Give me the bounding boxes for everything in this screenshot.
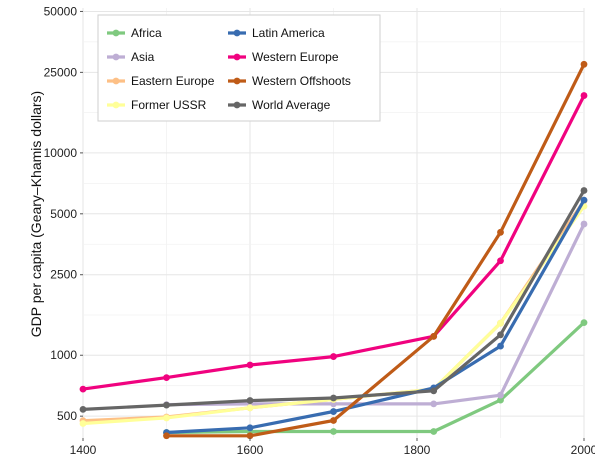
data-point-western-europe: [163, 374, 170, 382]
legend-item-asia: Asia: [107, 50, 155, 64]
legend-item-former-ussr: Former USSR: [107, 98, 207, 112]
data-point-latin-america: [580, 196, 588, 204]
series-line-asia: [164, 222, 586, 407]
legend-label: Eastern Europe: [131, 74, 215, 88]
data-point-africa: [430, 428, 438, 435]
series-western-offshoots: [163, 60, 588, 440]
data-point-world-average: [580, 187, 588, 194]
data-point-latin-america: [246, 424, 254, 432]
data-point-western-offshoots: [246, 432, 254, 440]
legend-item-western-europe: Western Europe: [228, 50, 339, 64]
legend-swatch-dot: [112, 77, 120, 85]
data-point-western-europe: [79, 385, 87, 393]
y-tick-label: 1000: [50, 348, 77, 362]
legend-label: Africa: [131, 26, 162, 40]
data-point-former-ussr: [163, 414, 170, 422]
legend: Africa Asia Eastern Europe Former USSR Latin…: [97, 14, 381, 122]
legend-swatch-dot: [233, 77, 241, 85]
legend-swatch-dot: [233, 29, 241, 37]
data-point-western-europe: [246, 361, 254, 369]
data-point-latin-america: [330, 408, 337, 415]
legend-label: Former USSR: [131, 98, 207, 112]
data-point-western-europe: [330, 353, 337, 360]
x-tick-label: 1800: [404, 443, 431, 457]
data-point-former-ussr: [497, 319, 504, 327]
data-point-western-offshoots: [580, 60, 588, 68]
data-point-africa: [497, 396, 504, 404]
y-tick-label: 10000: [44, 146, 78, 160]
data-point-africa: [580, 319, 588, 326]
series-line-latin-america: [164, 198, 586, 435]
legend-swatch-dot: [233, 53, 241, 61]
y-tick-label: 50000: [44, 4, 78, 18]
data-point-former-ussr: [246, 404, 254, 412]
legend-swatch-dot: [112, 53, 120, 61]
data-point-world-average: [430, 387, 438, 395]
legend-swatch-dot: [112, 29, 120, 37]
legend-label: Western Offshoots: [252, 74, 351, 88]
legend-swatch-dot: [112, 101, 120, 109]
data-point-western-europe: [497, 257, 504, 265]
data-point-world-average: [246, 397, 254, 404]
legend-label: Latin America: [252, 26, 325, 40]
x-tick-label: 1400: [70, 443, 97, 457]
data-point-asia: [430, 400, 438, 408]
legend-item-world-average: World Average: [228, 98, 331, 112]
series-western-europe: [79, 92, 588, 393]
legend-item-latin-america: Latin America: [228, 26, 325, 40]
data-point-world-average: [497, 331, 504, 339]
data-point-western-offshoots: [330, 417, 337, 424]
legend-label: Asia: [131, 50, 155, 64]
data-point-africa: [330, 428, 337, 435]
x-tick-label: 2000: [571, 443, 595, 457]
series-line-africa: [164, 321, 586, 435]
y-tick-label: 5000: [50, 207, 77, 221]
data-point-world-average: [330, 394, 337, 402]
legend-item-western-offshoots: Western Offshoots: [228, 74, 351, 88]
y-tick-label: 2500: [50, 268, 77, 282]
data-point-western-offshoots: [430, 332, 438, 340]
legend-item-eastern-europe: Eastern Europe: [107, 74, 215, 88]
legend-label: Western Europe: [252, 50, 339, 64]
x-tick-label: 1600: [237, 443, 264, 457]
series-world-average: [79, 187, 588, 413]
data-point-world-average: [79, 406, 87, 413]
legend-swatch-dot: [233, 101, 241, 109]
y-tick-label: 25000: [44, 65, 78, 79]
data-point-asia: [580, 220, 588, 228]
data-point-former-ussr: [79, 420, 87, 427]
axes: 1400 1600 1800 2000 500 1000 2500 5000 10000 2500…: [44, 4, 595, 457]
data-point-latin-america: [497, 342, 504, 350]
y-tick-label: 500: [57, 409, 77, 423]
legend-label: World Average: [252, 98, 331, 112]
y-axis-title: GDP per capita (Geary–Khamis dollars): [28, 91, 44, 337]
data-point-western-offshoots: [497, 228, 504, 236]
data-point-western-offshoots: [163, 432, 170, 440]
series-line-western-offshoots: [164, 62, 586, 438]
legend-item-africa: Africa: [107, 26, 162, 40]
data-point-western-europe: [580, 92, 588, 99]
data-point-world-average: [163, 401, 170, 409]
series-layer: [79, 60, 588, 440]
data-point-asia: [497, 391, 504, 399]
